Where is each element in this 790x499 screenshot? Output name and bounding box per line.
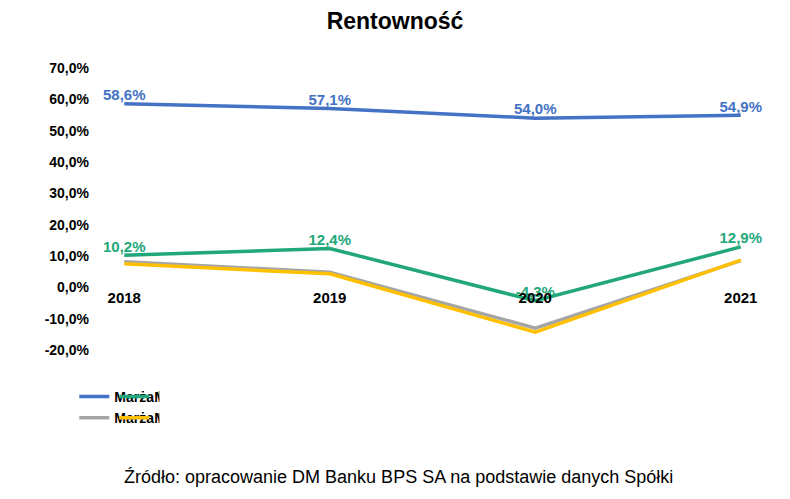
svg-text:Marża EBITDA: Marża EBITDA xyxy=(154,389,159,405)
svg-text:-20,0%: -20,0% xyxy=(45,342,90,358)
svg-text:10,0%: 10,0% xyxy=(49,248,89,264)
svg-text:-10,0%: -10,0% xyxy=(45,311,90,327)
svg-text:20,0%: 20,0% xyxy=(49,217,89,233)
svg-text:50,0%: 50,0% xyxy=(49,123,89,139)
svg-text:12,9%: 12,9% xyxy=(719,229,762,246)
svg-text:57,1%: 57,1% xyxy=(308,91,351,108)
svg-text:2018: 2018 xyxy=(108,289,141,306)
svg-text:2021: 2021 xyxy=(724,289,757,306)
svg-text:2020: 2020 xyxy=(519,289,552,306)
svg-text:Źródło: opracowanie DM Banku B: Źródło: opracowanie DM Banku BPS SA na p… xyxy=(124,467,673,487)
svg-text:58,6%: 58,6% xyxy=(103,86,146,103)
svg-text:-4,3%: -4,3% xyxy=(516,283,555,300)
svg-text:10,2%: 10,2% xyxy=(103,238,146,255)
svg-text:54,9%: 54,9% xyxy=(719,98,762,115)
svg-text:Rentowność: Rentowność xyxy=(327,8,464,34)
svg-text:Marża EBIT: Marża EBIT xyxy=(114,410,159,426)
svg-text:2019: 2019 xyxy=(313,289,346,306)
svg-text:40,0%: 40,0% xyxy=(49,154,89,170)
svg-text:Marża netto: Marża netto xyxy=(154,410,159,426)
svg-text:0,0%: 0,0% xyxy=(57,279,89,295)
svg-text:60,0%: 60,0% xyxy=(49,91,89,107)
svg-text:70,0%: 70,0% xyxy=(49,60,89,76)
svg-text:12,4%: 12,4% xyxy=(308,231,351,248)
svg-text:54,0%: 54,0% xyxy=(514,100,557,117)
svg-text:Marża brutto na sprzedaży: Marża brutto na sprzedaży xyxy=(114,389,159,405)
svg-text:30,0%: 30,0% xyxy=(49,185,89,201)
